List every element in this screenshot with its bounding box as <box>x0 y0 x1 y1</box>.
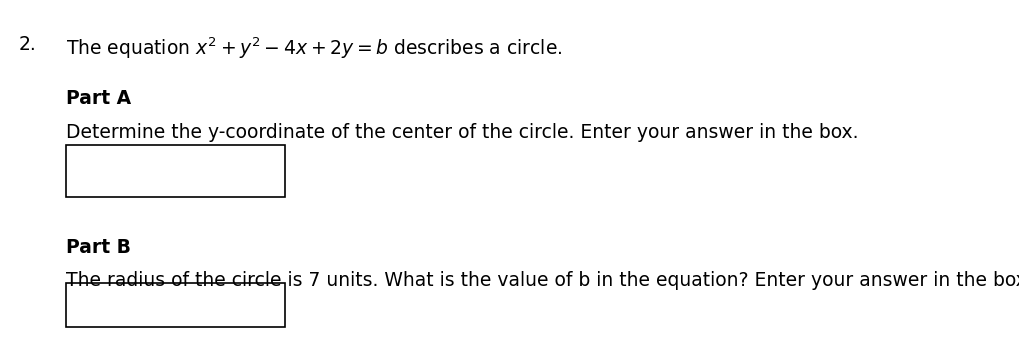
Text: The radius of the circle is 7 units. What is the value of b in the equation? Ent: The radius of the circle is 7 units. Wha… <box>66 271 1019 290</box>
FancyBboxPatch shape <box>66 145 285 197</box>
Text: 2.: 2. <box>18 35 36 54</box>
Text: Part A: Part A <box>66 89 131 108</box>
Text: The equation $x^2 + y^2 - 4x + 2y = b$ describes a circle.: The equation $x^2 + y^2 - 4x + 2y = b$ d… <box>66 35 562 61</box>
Text: Part B: Part B <box>66 238 131 256</box>
Text: Determine the y-coordinate of the center of the circle. Enter your answer in the: Determine the y-coordinate of the center… <box>66 123 859 142</box>
FancyBboxPatch shape <box>66 283 285 327</box>
